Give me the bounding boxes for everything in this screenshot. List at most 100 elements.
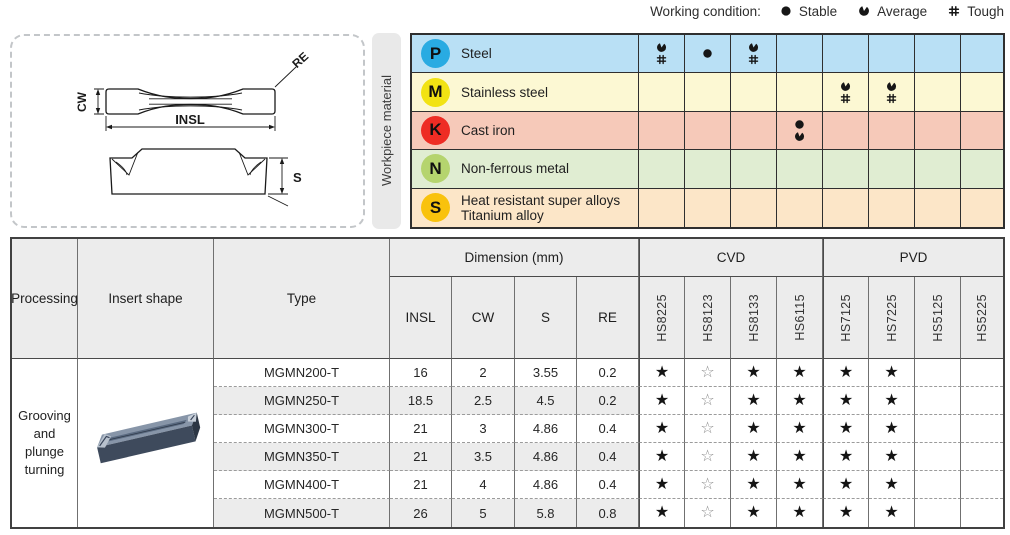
grade-rating-cell: [961, 387, 1003, 415]
re-label: RE: [289, 49, 311, 71]
grade-rating-cell: ★: [639, 387, 685, 415]
tough-icon: [840, 93, 851, 103]
star-filled-icon: ★: [792, 419, 807, 437]
grade-rating-cell: ☆: [685, 443, 731, 471]
grade-rating-cell: ★: [823, 499, 869, 527]
star-filled-icon: ★: [884, 447, 899, 465]
star-filled-icon: ★: [838, 419, 854, 437]
material-rating-cell: [823, 150, 869, 189]
star-filled-icon: ★: [792, 391, 807, 409]
material-row-K: K Cast iron: [412, 111, 639, 151]
col-header-cvd: CVD: [639, 239, 823, 277]
star-filled-icon: ★: [838, 504, 854, 521]
grade-header-hs7225: HS7225: [869, 277, 915, 359]
stable-icon: [795, 120, 804, 129]
material-rating-cell: [639, 150, 685, 189]
legend-item-average: Average: [858, 4, 927, 19]
material-rating-cell: [685, 188, 731, 227]
material-rating-cell: [869, 150, 915, 189]
grade-rating-cell: ★: [731, 387, 777, 415]
insert-spec-table: Processing Insert shape Type Dimension (…: [10, 237, 1005, 529]
insert-photo: [96, 412, 200, 464]
grade-rating-cell: [961, 443, 1003, 471]
cw-label: CW: [75, 91, 89, 112]
material-rating-cell: [685, 150, 731, 189]
material-rating-cell: [731, 35, 777, 74]
grade-rating-cell: ★: [777, 387, 823, 415]
star-filled-icon: ★: [654, 504, 670, 521]
material-rating-cell: [731, 73, 777, 112]
material-name: Steel: [461, 46, 492, 62]
material-rating-cell: [869, 188, 915, 227]
star-hollow-icon: ☆: [700, 447, 715, 465]
grade-rating-cell: ★: [823, 359, 869, 387]
grade-label: HS8133: [746, 293, 761, 342]
material-rating-cell: [639, 35, 685, 74]
grade-rating-cell: ★: [777, 443, 823, 471]
material-rating-cell: [639, 111, 685, 151]
tough-icon: [656, 55, 667, 65]
grade-label: HS6115: [792, 294, 807, 341]
grade-label: HS5225: [975, 293, 989, 342]
material-row-M: M Stainless steel: [412, 73, 639, 112]
type-cell: MGMN350-T: [214, 443, 390, 471]
grade-label: HS7225: [884, 293, 899, 342]
star-filled-icon: ★: [746, 419, 761, 437]
star-hollow-icon: ☆: [700, 419, 715, 437]
grade-rating-cell: ★: [731, 443, 777, 471]
grade-rating-cell: ★: [869, 359, 915, 387]
grade-rating-cell: [961, 471, 1003, 499]
stable-icon: [703, 49, 712, 58]
average-icon: [859, 6, 870, 16]
material-name: Stainless steel: [461, 84, 549, 100]
material-rating-cell: [685, 111, 731, 151]
average-icon: [749, 43, 759, 53]
workpiece-material-sidebar: Workpiece material: [372, 33, 401, 229]
material-rating-cell: [823, 111, 869, 151]
grade-rating-cell: ☆: [685, 387, 731, 415]
star-filled-icon: ★: [746, 504, 761, 521]
col-header-pvd: PVD: [823, 239, 1003, 277]
material-code-badge: K: [421, 115, 450, 145]
star-hollow-icon: ☆: [700, 475, 715, 493]
grade-header-hs5125: HS5125: [915, 277, 961, 359]
insert-drawing: CW INSL RE S: [75, 49, 311, 207]
grade-rating-cell: ☆: [685, 359, 731, 387]
star-filled-icon: ★: [884, 504, 899, 521]
material-rating-cell: [639, 73, 685, 112]
average-icon: [657, 43, 667, 53]
average-icon: [795, 132, 805, 141]
material-rating-cell: [823, 35, 869, 74]
dim-value-cell: 0.4: [577, 415, 639, 443]
grade-rating-cell: ★: [869, 499, 915, 527]
material-rating-cell: [731, 150, 777, 189]
material-rating-cell: [915, 111, 961, 151]
star-filled-icon: ★: [746, 475, 761, 493]
material-rating-cell: [777, 35, 823, 74]
star-filled-icon: ★: [838, 475, 854, 493]
grade-rating-cell: ★: [823, 471, 869, 499]
dim-value-cell: 18.5: [390, 387, 452, 415]
star-filled-icon: ★: [746, 447, 761, 465]
workpiece-material-label: Workpiece material: [379, 75, 394, 187]
material-rating-cell: [869, 73, 915, 112]
legend-items: Stable Average Tough: [780, 4, 1004, 19]
material-suitability-table: P Steel M Stainless steel K Cast iron N Non-fer…: [410, 33, 1005, 229]
dim-value-cell: 0.2: [577, 387, 639, 415]
tough-icon: [949, 5, 960, 17]
star-filled-icon: ★: [654, 391, 670, 409]
grade-rating-cell: [915, 387, 961, 415]
dim-value-cell: 0.8: [577, 499, 639, 527]
star-filled-icon: ★: [746, 391, 761, 409]
col-header-type: Type: [214, 239, 390, 359]
material-rating-cell: [685, 73, 731, 112]
material-name: Heat resistant super alloys Titanium allo…: [461, 192, 621, 223]
material-rating-cell: [731, 188, 777, 227]
material-rating-cell: [961, 73, 1003, 112]
grade-rating-cell: ★: [823, 387, 869, 415]
material-rating-cell: [685, 35, 731, 74]
material-row-S: S Heat resistant super alloys Titanium all…: [412, 188, 639, 227]
grade-rating-cell: ★: [639, 359, 685, 387]
material-name: Non-ferrous metal: [461, 161, 570, 177]
material-rating-cell: [823, 188, 869, 227]
